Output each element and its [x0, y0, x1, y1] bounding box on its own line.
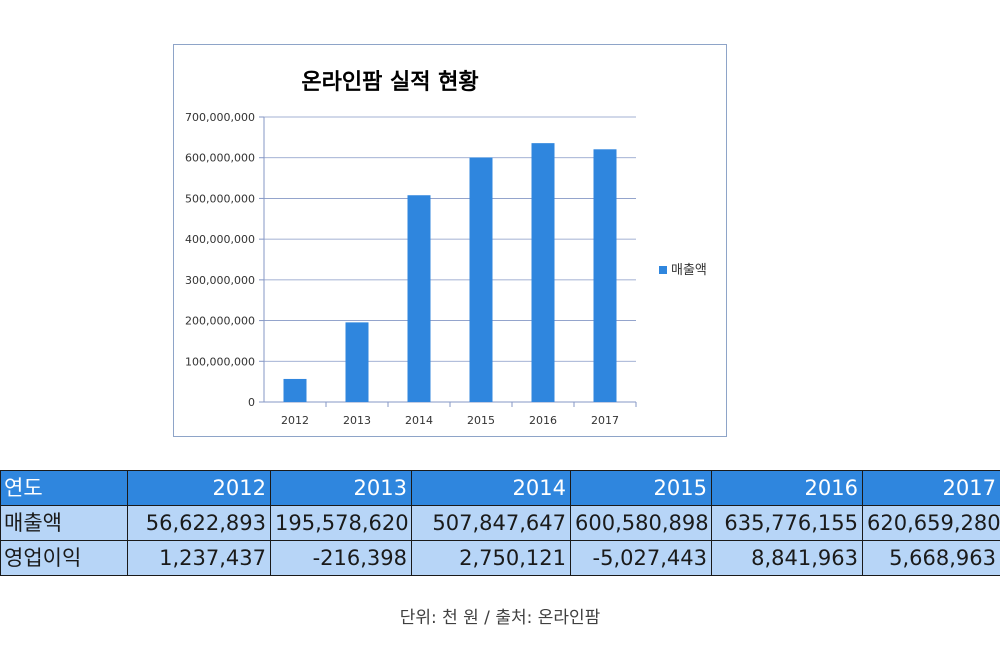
x-tick-label: 2013 [343, 414, 371, 427]
performance-table: 연도 2012 2013 2014 2015 2016 2017 매출액 56,… [0, 470, 1000, 576]
bar [345, 322, 369, 402]
header-year: 2014 [411, 470, 571, 506]
table-cell: -216,398 [270, 540, 412, 576]
y-tick-label: 100,000,000 [185, 355, 255, 368]
bar [283, 378, 307, 402]
x-tick-label: 2012 [281, 414, 309, 427]
chart-container: 온라인팜 실적 현황 0 100,000,000 200,000,000 300,00… [173, 44, 727, 437]
y-tick-label: 700,000,000 [185, 111, 255, 124]
header-year: 2015 [570, 470, 712, 506]
header-year: 2013 [270, 470, 412, 506]
table-cell: 2,750,121 [411, 540, 571, 576]
table-row-operating-profit: 영업이익 1,237,437 -216,398 2,750,121 -5,027… [0, 540, 1000, 576]
y-tick-label: 300,000,000 [185, 274, 255, 287]
table-cell: 620,659,280 [862, 505, 1000, 541]
legend-label: 매출액 [671, 263, 707, 278]
header-year: 2017 [862, 470, 1000, 506]
header-year: 2016 [711, 470, 863, 506]
x-tick-label: 2016 [529, 414, 557, 427]
header-year-label: 연도 [0, 470, 128, 506]
y-tick-label: 600,000,000 [185, 152, 255, 165]
x-tick-label: 2015 [467, 414, 495, 427]
chart-title: 온라인팜 실적 현황 [301, 70, 478, 95]
table-cell: 600,580,898 [570, 505, 712, 541]
y-tick-label: 400,000,000 [185, 233, 255, 246]
table-cell: -5,027,443 [570, 540, 712, 576]
table-cell: 56,622,893 [127, 505, 271, 541]
y-tick-label: 500,000,000 [185, 192, 255, 205]
table-row-revenue: 매출액 56,622,893 195,578,620 507,847,647 6… [0, 505, 1000, 541]
table-cell: 5,668,963 [862, 540, 1000, 576]
unit-source-note: 단위: 천 원 / 출처: 온라인팜 [399, 608, 601, 628]
x-tick-label: 2014 [405, 414, 433, 427]
row-label: 영업이익 [0, 540, 128, 576]
table-cell: 8,841,963 [711, 540, 863, 576]
table-cell: 1,237,437 [127, 540, 271, 576]
table-cell: 507,847,647 [411, 505, 571, 541]
table-cell: 195,578,620 [270, 505, 412, 541]
bar [407, 195, 431, 402]
legend-swatch [659, 266, 667, 274]
header-year: 2012 [127, 470, 271, 506]
y-tick-label: 200,000,000 [185, 315, 255, 328]
row-label: 매출액 [0, 505, 128, 541]
y-tick-label: 0 [248, 396, 255, 409]
bar [593, 149, 617, 402]
bar [469, 157, 493, 402]
bar [531, 143, 555, 402]
chart-legend: 매출액 [659, 263, 707, 278]
table-header-row: 연도 2012 2013 2014 2015 2016 2017 [0, 470, 1000, 506]
revenue-bar-chart: 온라인팜 실적 현황 0 100,000,000 200,000,000 300,00… [185, 70, 707, 427]
x-tick-label: 2017 [591, 414, 619, 427]
table-cell: 635,776,155 [711, 505, 863, 541]
